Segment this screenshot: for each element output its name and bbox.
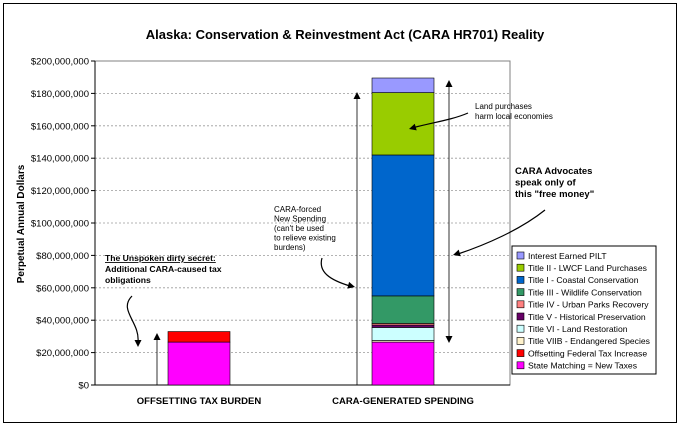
legend-label: Title III - Wildlife Conservation	[528, 287, 642, 297]
annotation-line: CARA Advocates	[515, 166, 592, 177]
x-category-label: OFFSETTING TAX BURDEN	[137, 396, 262, 407]
legend-swatch	[516, 361, 525, 370]
chart-title: Alaska: Conservation & Reinvestment Act …	[146, 27, 545, 42]
y-tick-label: $100,000,000	[31, 219, 89, 230]
pointer-land-head	[409, 123, 417, 131]
annotation-line: CARA-forced	[274, 205, 321, 214]
legend-label: Title VIIB - Endangered Species	[528, 336, 650, 346]
annotation-line: Land purchases	[475, 102, 532, 111]
y-tick-label: $0	[78, 381, 89, 392]
annotation-line: obligations	[105, 275, 151, 285]
y-tick-label: $120,000,000	[31, 186, 89, 197]
legend-swatch	[516, 276, 525, 284]
y-tick-label: $40,000,000	[36, 316, 89, 327]
legend-swatch	[516, 263, 525, 272]
annotation-line: Additional CARA-caused tax	[105, 264, 222, 274]
y-tick-label: $140,000,000	[31, 154, 89, 165]
y-tick-label: $60,000,000	[36, 283, 89, 294]
y-tick-label: $80,000,000	[36, 251, 89, 262]
annotation-line: (can't be used	[274, 224, 324, 233]
legend-label: Title VI - Land Restoration	[528, 324, 628, 334]
annotations: Land purchases harm local economies CARA A…	[105, 102, 594, 285]
bar-segment-title-vi-land-restoration	[371, 327, 435, 341]
gridlines	[91, 60, 511, 386]
annotation-forced: CARA-forced New Spending (can't be used to …	[274, 205, 336, 252]
annotation-land: Land purchases harm local economies	[475, 102, 553, 121]
range-arrow-advocates-bottom	[445, 336, 453, 343]
y-tick-label: $20,000,000	[36, 348, 89, 359]
pointer-secret-head	[134, 340, 142, 347]
legend-label: Title II - LWCF Land Purchases	[528, 263, 647, 273]
y-tick-labels: $0 $20,000,000 $40,000,000 $60,000,000 $80,0…	[31, 57, 89, 392]
legend-box	[511, 245, 657, 375]
bar-segment-state-matching-new-taxes	[371, 341, 435, 386]
annotation-advocates: CARA Advocates speak only of this "free mo…	[515, 166, 594, 200]
bar-segment-interest-earned-pilt	[371, 77, 435, 93]
bar-segment-title-iii-wildlife-conservation	[371, 295, 435, 324]
y-tick-label: $160,000,000	[31, 121, 89, 132]
y-tick-label: $180,000,000	[31, 89, 89, 100]
legend-label: State Matching = New Taxes	[528, 361, 637, 371]
pointer-secret	[126, 295, 139, 343]
range-arrow-cara-head	[353, 92, 361, 99]
legend-swatch	[516, 288, 525, 296]
legend-label: Offsetting Federal Tax Increase	[528, 348, 647, 358]
legend-swatch	[516, 337, 525, 345]
x-category-label: CARA-GENERATED SPENDING	[332, 396, 474, 407]
annotation-line: The Unspoken dirty secret:	[105, 253, 216, 263]
pointer-land	[411, 112, 469, 129]
annotation-arrows	[126, 80, 546, 385]
bars	[167, 77, 435, 386]
legend-swatch	[516, 300, 525, 309]
annotation-line: to relieve existing	[274, 234, 336, 243]
annotation-line: New Spending	[274, 215, 326, 224]
legend: Interest Earned PILT Title II - LWCF Land…	[511, 245, 657, 375]
legend-swatch	[516, 251, 525, 260]
annotation-secret: The Unspoken dirty secret: Additional CAR…	[105, 253, 222, 285]
bar-segment-state-matching-new-taxes	[167, 341, 231, 386]
bar-segment-title-ii-lwcf-land-purchases	[371, 92, 435, 156]
annotation-line: burdens)	[274, 243, 306, 252]
pointer-forced-head	[347, 281, 355, 289]
legend-swatch	[516, 324, 525, 333]
pointer-advocates	[457, 209, 546, 255]
legend-swatch	[516, 349, 525, 357]
legend-label: Title V - Historical Preservation	[528, 312, 646, 322]
y-axis-label: Perpetual Annual Dollars	[16, 164, 27, 283]
legend-label: Title I - Coastal Conservation	[528, 275, 639, 285]
annotation-line: harm local economies	[475, 112, 553, 121]
range-arrow-advocates-top	[445, 80, 453, 87]
annotation-line: speak only of	[515, 178, 577, 189]
annotation-line: this "free money"	[515, 189, 594, 200]
x-category-labels: OFFSETTING TAX BURDEN CARA-GENERATED SPEN…	[137, 396, 474, 407]
pointer-forced	[320, 257, 351, 287]
legend-label: Title IV - Urban Parks Recovery	[528, 300, 649, 310]
legend-swatch	[516, 312, 525, 321]
bar-segment-title-i-coastal-conservation	[371, 154, 435, 297]
pointer-advocates-head	[453, 249, 461, 257]
y-tick-label: $200,000,000	[31, 57, 89, 68]
bar-segment-title-v-historical-preservation	[371, 324, 435, 328]
range-arrow-offsetting-head	[153, 333, 161, 340]
legend-label: Interest Earned PILT	[528, 251, 607, 261]
bar-segment-offsetting-federal-tax-increase	[167, 331, 231, 343]
